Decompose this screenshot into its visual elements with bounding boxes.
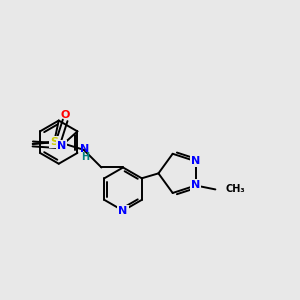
Text: N: N bbox=[118, 206, 128, 216]
Text: H: H bbox=[81, 152, 89, 162]
Text: N: N bbox=[191, 156, 200, 166]
Text: N: N bbox=[191, 181, 200, 190]
Text: S: S bbox=[50, 137, 58, 147]
Text: N: N bbox=[57, 141, 66, 151]
Text: N: N bbox=[80, 144, 89, 154]
Text: O: O bbox=[61, 110, 70, 121]
Text: CH₃: CH₃ bbox=[225, 184, 245, 194]
